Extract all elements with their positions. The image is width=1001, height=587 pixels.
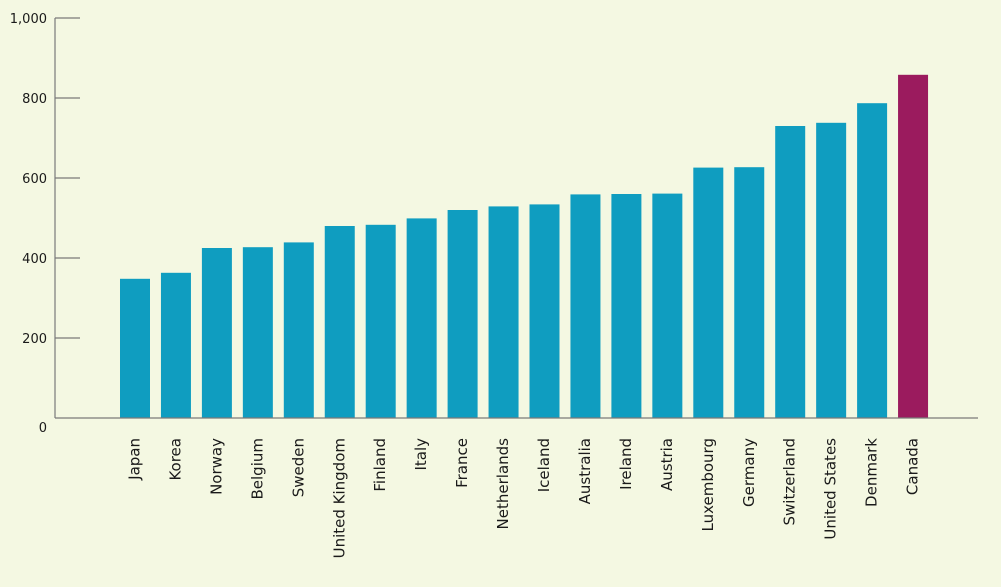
bar-germany <box>734 167 765 418</box>
bar-united-kingdom <box>324 226 355 418</box>
x-tick-label: Belgium <box>248 438 266 500</box>
y-tick-label: 200 <box>22 332 47 347</box>
bar-japan <box>120 278 150 418</box>
x-tick-label: United Kingdom <box>330 438 348 558</box>
bar-france <box>447 210 478 418</box>
bar-italy <box>406 218 437 418</box>
x-tick-label: Norway <box>207 438 225 495</box>
y-tick-label: 400 <box>22 252 47 267</box>
y-tick-label: 800 <box>22 92 47 107</box>
bar-netherlands <box>488 206 519 418</box>
x-tick-label: Austria <box>658 438 676 491</box>
x-tick-label: Germany <box>740 438 758 507</box>
x-tick-label: United States <box>822 438 840 540</box>
bar-norway <box>201 248 232 418</box>
bar-iceland <box>529 204 560 418</box>
bar-austria <box>652 193 683 418</box>
bar-sweden <box>283 242 314 418</box>
x-tick-label: Netherlands <box>494 438 512 530</box>
bar-belgium <box>242 247 273 418</box>
bar-ireland <box>611 194 642 418</box>
bar-denmark <box>857 103 888 418</box>
bar-canada <box>898 74 929 419</box>
x-tick-label: Iceland <box>535 438 553 492</box>
x-tick-label: Finland <box>371 438 389 492</box>
bar-australia <box>570 194 601 418</box>
bar-switzerland <box>775 126 806 418</box>
y-tick-label: 0 <box>39 421 47 436</box>
bars <box>120 74 929 419</box>
x-tick-label: Australia <box>576 438 594 504</box>
bar-finland <box>365 224 396 418</box>
bar-luxembourg <box>693 167 724 418</box>
x-tick-label: Denmark <box>863 438 881 507</box>
x-tick-label: Ireland <box>617 438 635 490</box>
x-tick-label: France <box>453 438 471 488</box>
x-tick-label: Canada <box>904 438 922 495</box>
x-tick-label: Switzerland <box>781 438 799 526</box>
bar-korea <box>160 272 191 418</box>
x-tick-label: Korea <box>166 438 184 481</box>
y-tick-label: 1,000 <box>10 12 47 27</box>
bar-united-states <box>816 122 847 419</box>
x-axis-labels: Japan Korea Norway Belgium Sweden United King… <box>126 438 922 559</box>
y-tick-label: 600 <box>22 172 47 187</box>
x-tick-label: Sweden <box>289 438 307 497</box>
y-axis: 0 200 400 600 800 1,000 <box>10 12 80 436</box>
x-tick-label: Japan <box>126 438 144 481</box>
x-tick-label: Luxembourg <box>699 438 717 532</box>
x-tick-label: Italy <box>412 438 430 471</box>
